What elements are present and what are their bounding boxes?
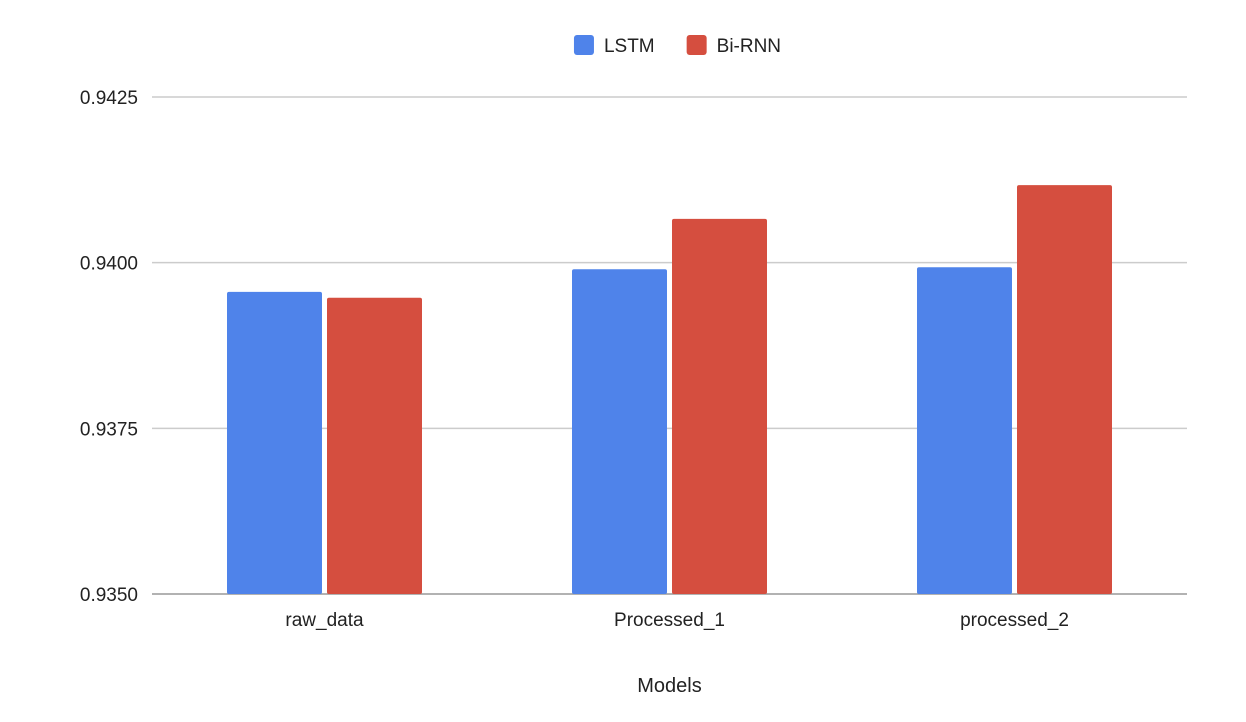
bar-lstm-0: [227, 291, 322, 594]
x-tick-label: raw_data: [285, 610, 364, 631]
legend-label: LSTM: [604, 36, 655, 57]
bars: [227, 185, 1112, 594]
y-tick-label: 0.9425: [80, 88, 138, 109]
legend: LSTM Bi-RNN: [573, 35, 781, 57]
bar-lstm-2: [917, 267, 1012, 594]
legend-swatch: [573, 35, 594, 55]
legend-swatch: [686, 35, 707, 55]
x-axis-ticks: raw_data Processed_1 processed_2: [285, 610, 1068, 631]
bar-bi-rnn-1: [672, 218, 767, 594]
bar-bi-rnn-2: [1017, 185, 1112, 594]
y-axis-ticks: 0.9350 0.9375 0.9400 0.9425: [80, 88, 138, 606]
y-tick-label: 0.9350: [80, 585, 138, 606]
gridlines: [152, 96, 1187, 595]
bar-bi-rnn-0: [327, 297, 422, 594]
x-tick-label: Processed_1: [614, 610, 725, 631]
bar-lstm-1: [572, 269, 667, 594]
x-axis-title: Models: [637, 675, 701, 697]
y-tick-label: 0.9375: [80, 419, 138, 440]
x-tick-label: processed_2: [960, 610, 1069, 631]
y-tick-label: 0.9400: [80, 254, 138, 275]
legend-label: Bi-RNN: [717, 36, 781, 57]
